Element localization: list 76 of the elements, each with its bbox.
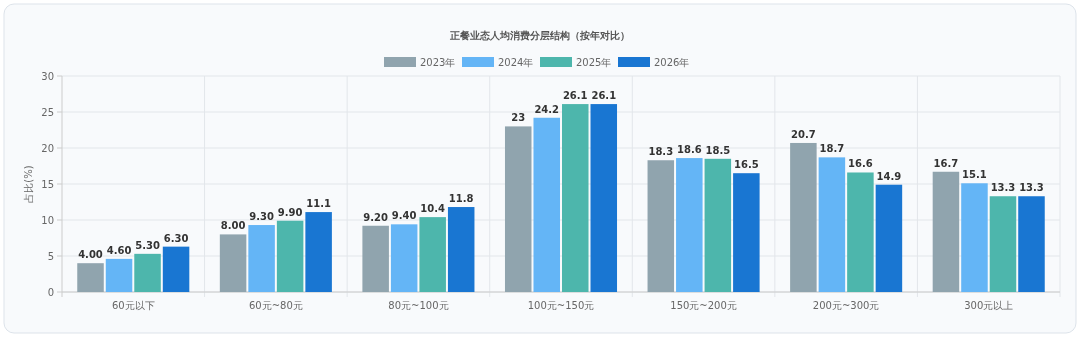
data-label: 4.60 bbox=[106, 244, 132, 256]
x-tick-label: 80元~100元 bbox=[388, 300, 449, 311]
data-label: 18.3 bbox=[648, 146, 674, 158]
legend-label: 2025年 bbox=[576, 57, 612, 68]
bar bbox=[847, 172, 874, 292]
bar bbox=[305, 212, 332, 292]
bar bbox=[276, 220, 304, 292]
data-label: 11.1 bbox=[306, 198, 331, 210]
bar bbox=[562, 104, 589, 292]
bar bbox=[504, 126, 532, 292]
x-tick-label: 60元以下 bbox=[111, 300, 155, 311]
bar bbox=[1018, 196, 1045, 292]
y-axis-title: 占比(%) bbox=[23, 165, 34, 203]
x-tick-label: 300元以上 bbox=[964, 300, 1014, 311]
data-label: 14.9 bbox=[876, 170, 902, 182]
legend-label: 2023年 bbox=[420, 57, 456, 68]
bar bbox=[961, 183, 988, 292]
data-label: 18.7 bbox=[819, 143, 845, 155]
y-tick-label: 0 bbox=[47, 286, 54, 298]
x-tick-label: 100元~150元 bbox=[527, 300, 595, 311]
data-label: 24.2 bbox=[534, 103, 560, 115]
data-label: 16.5 bbox=[734, 159, 759, 171]
x-tick-label: 60元~80元 bbox=[248, 300, 303, 311]
bar bbox=[533, 117, 560, 292]
data-label: 8.00 bbox=[220, 220, 246, 232]
y-tick-label: 10 bbox=[41, 214, 54, 226]
x-tick-label: 150元~200元 bbox=[670, 300, 737, 311]
data-label: 16.6 bbox=[848, 158, 873, 170]
x-tick-label: 200元~300元 bbox=[812, 300, 880, 311]
chart-title: 正餐业态人均消费分层结构（按年对比） bbox=[449, 30, 630, 41]
y-tick-label: 15 bbox=[41, 178, 54, 190]
y-tick-label: 30 bbox=[41, 70, 54, 82]
data-label: 26.1 bbox=[591, 90, 617, 102]
data-label: 20.7 bbox=[791, 128, 816, 140]
data-label: 9.40 bbox=[391, 210, 417, 222]
data-label: 10.4 bbox=[420, 203, 446, 215]
bar bbox=[647, 160, 675, 292]
bar bbox=[105, 258, 133, 292]
legend-label: 2024年 bbox=[498, 57, 534, 68]
bar bbox=[875, 184, 903, 292]
data-label: 9.30 bbox=[249, 211, 274, 223]
data-label: 16.7 bbox=[933, 157, 959, 169]
bar bbox=[162, 246, 190, 292]
data-label: 9.20 bbox=[363, 211, 389, 223]
bar bbox=[989, 196, 1017, 292]
bar bbox=[77, 263, 104, 292]
legend-label: 2026年 bbox=[654, 57, 690, 68]
bar bbox=[447, 207, 475, 292]
data-label: 6.30 bbox=[163, 232, 189, 244]
data-label: 18.5 bbox=[705, 144, 731, 156]
data-label: 26.1 bbox=[562, 90, 588, 102]
data-label: 11.8 bbox=[448, 193, 474, 205]
bar bbox=[219, 234, 247, 292]
y-tick-label: 25 bbox=[41, 106, 54, 118]
y-tick-label: 5 bbox=[47, 250, 54, 262]
bar bbox=[733, 173, 760, 292]
bar bbox=[818, 157, 846, 292]
bar bbox=[676, 158, 703, 292]
bar bbox=[390, 224, 418, 292]
y-tick-label: 20 bbox=[41, 142, 54, 154]
data-label: 13.3 bbox=[1019, 182, 1044, 194]
data-label: 18.6 bbox=[676, 144, 702, 156]
data-label: 23 bbox=[511, 112, 526, 124]
bar bbox=[704, 158, 732, 292]
data-label: 15.1 bbox=[962, 169, 987, 181]
bar bbox=[590, 104, 618, 292]
bar bbox=[134, 253, 161, 292]
bar bbox=[790, 142, 817, 292]
data-label: 5.30 bbox=[135, 239, 160, 251]
bar bbox=[419, 217, 446, 292]
data-label: 9.90 bbox=[277, 206, 303, 218]
data-label: 13.3 bbox=[990, 182, 1016, 194]
bar bbox=[362, 225, 389, 292]
bar bbox=[248, 225, 275, 292]
bar bbox=[932, 171, 960, 292]
data-label: 4.00 bbox=[78, 249, 103, 261]
